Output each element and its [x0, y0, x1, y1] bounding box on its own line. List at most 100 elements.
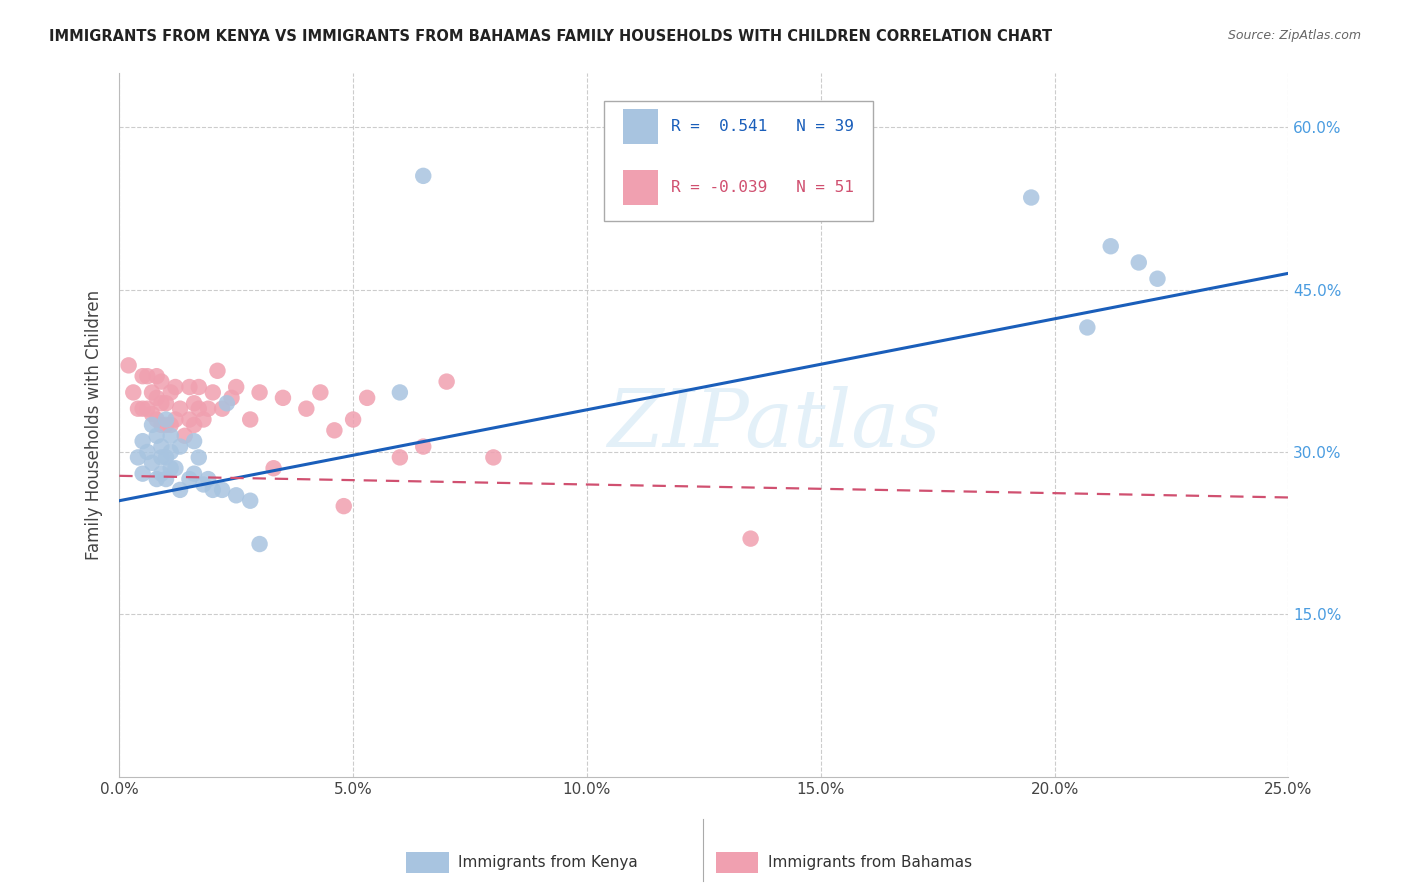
Point: [309, 385, 332, 400]
Point: [145, 429, 167, 443]
Point: [187, 450, 209, 465]
Point: [155, 396, 177, 410]
Point: [155, 472, 177, 486]
Text: R = -0.039   N = 51: R = -0.039 N = 51: [671, 180, 853, 195]
Point: [1128, 255, 1150, 269]
Point: [249, 537, 271, 551]
Point: [141, 407, 163, 421]
Point: [155, 417, 177, 432]
Point: [388, 450, 411, 465]
Point: [215, 396, 238, 410]
Point: [155, 450, 177, 465]
Point: [271, 391, 294, 405]
Point: [127, 401, 149, 416]
Point: [295, 401, 318, 416]
Point: [263, 461, 285, 475]
Point: [169, 440, 191, 454]
Point: [165, 461, 187, 475]
Point: [239, 412, 262, 426]
Point: [225, 488, 247, 502]
Text: Immigrants from Bahamas: Immigrants from Bahamas: [768, 855, 972, 870]
Point: [197, 472, 219, 486]
Point: [150, 396, 173, 410]
FancyBboxPatch shape: [605, 101, 873, 221]
Point: [145, 472, 167, 486]
Point: [323, 423, 346, 437]
Point: [141, 417, 163, 432]
Point: [239, 493, 262, 508]
Point: [150, 440, 173, 454]
Point: [183, 396, 205, 410]
Point: [169, 483, 191, 497]
FancyBboxPatch shape: [623, 170, 658, 205]
Point: [225, 380, 247, 394]
Point: [173, 429, 195, 443]
Point: [165, 380, 187, 394]
Point: [165, 412, 187, 426]
Point: [436, 375, 458, 389]
Point: [179, 472, 201, 486]
Point: [211, 483, 233, 497]
Point: [1076, 320, 1098, 334]
Point: [159, 445, 181, 459]
Point: [201, 483, 224, 497]
Point: [150, 417, 173, 432]
Point: [145, 369, 167, 384]
Point: [1019, 190, 1042, 204]
Point: [1146, 271, 1168, 285]
Point: [183, 417, 205, 432]
Point: [207, 364, 229, 378]
Point: [150, 375, 173, 389]
Point: [193, 477, 215, 491]
Point: [332, 499, 354, 513]
Text: Immigrants from Kenya: Immigrants from Kenya: [458, 855, 638, 870]
Point: [145, 391, 167, 405]
Point: [211, 401, 233, 416]
Point: [201, 385, 224, 400]
Point: [183, 434, 205, 449]
Point: [342, 412, 364, 426]
Y-axis label: Family Households with Children: Family Households with Children: [86, 290, 103, 560]
Point: [131, 467, 153, 481]
Text: IMMIGRANTS FROM KENYA VS IMMIGRANTS FROM BAHAMAS FAMILY HOUSEHOLDS WITH CHILDREN: IMMIGRANTS FROM KENYA VS IMMIGRANTS FROM…: [49, 29, 1052, 44]
Point: [136, 401, 159, 416]
Text: ZIPatlas: ZIPatlas: [607, 386, 941, 464]
Point: [150, 467, 173, 481]
Point: [136, 369, 159, 384]
Point: [412, 440, 434, 454]
Point: [131, 369, 153, 384]
Point: [183, 467, 205, 481]
Point: [150, 450, 173, 465]
Point: [122, 385, 145, 400]
Point: [159, 385, 181, 400]
Point: [155, 412, 177, 426]
Point: [187, 401, 209, 416]
Point: [117, 359, 139, 373]
Point: [197, 401, 219, 416]
Point: [141, 385, 163, 400]
FancyBboxPatch shape: [623, 109, 658, 145]
Point: [136, 445, 159, 459]
Point: [159, 461, 181, 475]
Point: [187, 380, 209, 394]
Point: [131, 434, 153, 449]
Point: [356, 391, 378, 405]
Point: [179, 380, 201, 394]
Point: [131, 401, 153, 416]
Point: [179, 412, 201, 426]
Point: [249, 385, 271, 400]
Point: [193, 412, 215, 426]
Point: [482, 450, 505, 465]
Point: [141, 456, 163, 470]
Point: [412, 169, 434, 183]
Text: R =  0.541   N = 39: R = 0.541 N = 39: [671, 119, 853, 134]
Point: [1099, 239, 1122, 253]
Text: Source: ZipAtlas.com: Source: ZipAtlas.com: [1227, 29, 1361, 42]
Point: [159, 417, 181, 432]
Point: [388, 385, 411, 400]
Point: [145, 412, 167, 426]
Point: [169, 401, 191, 416]
Point: [740, 532, 762, 546]
Point: [159, 429, 181, 443]
Point: [221, 391, 243, 405]
